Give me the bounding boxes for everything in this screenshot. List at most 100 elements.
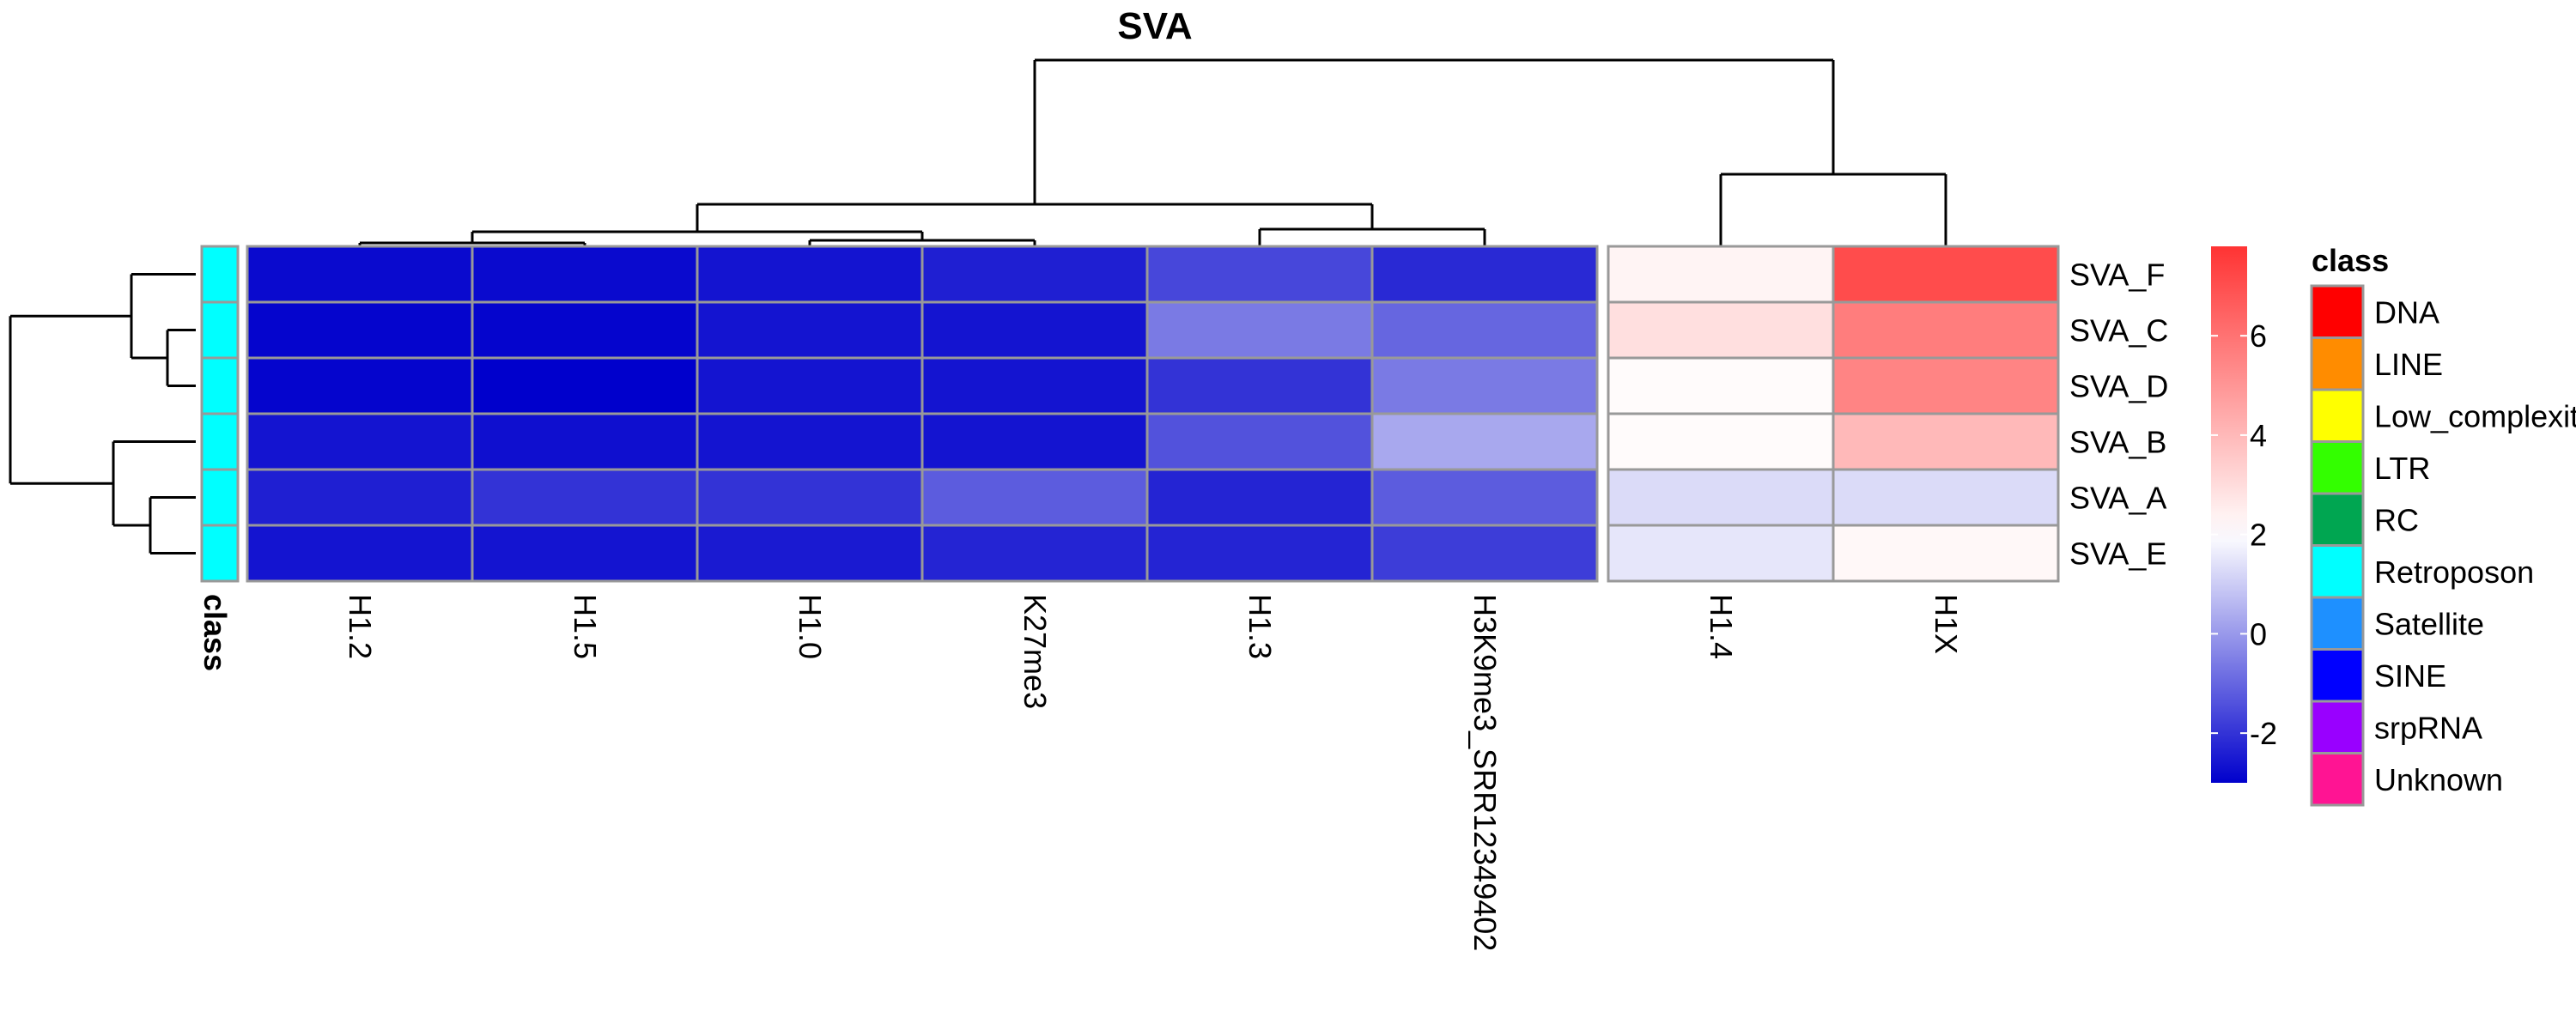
heatmap-cell <box>696 356 924 415</box>
heatmap-cell <box>1370 468 1599 527</box>
color-scale-tick-label: 6 <box>2250 318 2267 354</box>
chart-title: SVA <box>1117 5 1192 47</box>
legend-item-label: LTR <box>2374 451 2430 486</box>
legend-item-label: LINE <box>2374 347 2443 382</box>
legend-swatch <box>2310 388 2365 443</box>
dendrograms <box>9 58 1947 554</box>
heatmap-cell <box>1832 245 2060 304</box>
heatmap-cell <box>1607 300 1835 360</box>
legend-swatch <box>2310 648 2365 703</box>
column-label: H1.4 <box>1704 594 1739 659</box>
heatmap-cell <box>1832 412 2060 471</box>
row-labels: SVA_F SVA_C SVA_D SVA_B SVA_A SVA_E <box>2069 258 2168 572</box>
legend-swatch <box>2310 596 2365 651</box>
heatmap-cell <box>696 412 924 471</box>
heatmap-cell <box>246 245 474 304</box>
column-label: H1.2 <box>343 594 378 659</box>
annotation-cell <box>200 300 240 360</box>
legend-title: class <box>2312 243 2389 278</box>
heatmap-cell <box>1145 524 1374 583</box>
heatmap-cells <box>246 245 2060 583</box>
column-label: H1X <box>1929 594 1964 654</box>
legend-item-label: Satellite <box>2374 606 2484 641</box>
heatmap-cell <box>696 468 924 527</box>
heatmap-cell <box>246 356 474 415</box>
row-label: SVA_E <box>2069 536 2166 572</box>
heatmap-cell <box>246 468 474 527</box>
heatmap-cell <box>1370 356 1599 415</box>
heatmap-cell <box>1607 524 1835 583</box>
heatmap-cell <box>1145 356 1374 415</box>
column-label: H1.5 <box>568 594 603 659</box>
color-scale-legend: -2 0 2 4 6 <box>2211 246 2277 783</box>
heatmap-cell <box>471 524 699 583</box>
annotation-cell <box>200 356 240 415</box>
heatmap-cell <box>920 412 1149 471</box>
annotation-cell <box>200 524 240 583</box>
legend-swatch <box>2310 700 2365 754</box>
color-scale-bar <box>2211 246 2247 783</box>
class-legend: class DNA LINE Low_complexity LTR RC Retroposo… <box>2310 243 2576 807</box>
color-scale-tick-label: 2 <box>2250 518 2267 553</box>
row-label: SVA_B <box>2069 425 2166 460</box>
heatmap-cell <box>471 300 699 360</box>
row-label: SVA_A <box>2069 481 2166 516</box>
heatmap-cell <box>696 300 924 360</box>
heatmap-cell <box>1145 412 1374 471</box>
heatmap-cell <box>920 245 1149 304</box>
row-label: SVA_D <box>2069 369 2168 404</box>
heatmap-cell <box>1607 468 1835 527</box>
legend-swatch <box>2310 752 2365 807</box>
heatmap-cell <box>696 245 924 304</box>
legend-swatch <box>2310 544 2365 599</box>
column-label: H1.0 <box>793 594 828 659</box>
heatmap-cell <box>1370 245 1599 304</box>
heatmap-cell <box>246 300 474 360</box>
heatmap-cell <box>1145 300 1374 360</box>
heatmap-cell <box>246 524 474 583</box>
legend-item-label: Retroposon <box>2374 554 2534 590</box>
row-label: SVA_F <box>2069 258 2165 293</box>
heatmap-cell <box>696 524 924 583</box>
color-scale-tick-label: 4 <box>2250 418 2267 453</box>
legend-item-label: SINE <box>2374 658 2446 694</box>
heatmap-cell <box>471 356 699 415</box>
heatmap-cell <box>471 245 699 304</box>
heatmap-cell <box>1607 245 1835 304</box>
heatmap-cell <box>1370 524 1599 583</box>
heatmap-cell <box>920 468 1149 527</box>
column-labels: H1.2 H1.5 H1.0 K27me3 H1.3 H3K9me3_SRR1234940… <box>343 594 1964 951</box>
column-label: H1.3 <box>1242 594 1278 659</box>
heatmap-cell <box>471 468 699 527</box>
heatmap-cell <box>1832 300 2060 360</box>
legend-swatch <box>2310 492 2365 547</box>
heatmap-cell <box>1607 412 1835 471</box>
legend-swatch <box>2310 336 2365 391</box>
heatmap-cell <box>1145 468 1374 527</box>
legend-item-label: Low_complexity <box>2374 398 2576 433</box>
heatmap-cell <box>1370 300 1599 360</box>
heatmap-cell <box>920 524 1149 583</box>
heatmap-cell <box>246 412 474 471</box>
annotation-cell <box>200 245 240 304</box>
column-label: K27me3 <box>1018 594 1053 709</box>
annotation-cell <box>200 468 240 527</box>
heatmap-cell <box>920 300 1149 360</box>
legend-item-label: RC <box>2374 502 2419 537</box>
legend-item-label: srpRNA <box>2374 710 2482 745</box>
heatmap-cell <box>1370 412 1599 471</box>
annotation-label: class <box>197 594 233 671</box>
heatmap-cell <box>471 412 699 471</box>
row-label: SVA_C <box>2069 313 2168 348</box>
column-label: H3K9me3_SRR12349402 <box>1467 594 1503 951</box>
legend-swatch <box>2310 440 2365 495</box>
annotation-cell <box>200 412 240 471</box>
legend-swatch <box>2310 284 2365 339</box>
heatmap-cell <box>920 356 1149 415</box>
color-scale-tick-label: -2 <box>2250 716 2277 751</box>
heatmap-cell <box>1832 356 2060 415</box>
heatmap-cell <box>1145 245 1374 304</box>
legend-item-label: DNA <box>2374 294 2439 330</box>
heatmap-cell <box>1832 524 2060 583</box>
